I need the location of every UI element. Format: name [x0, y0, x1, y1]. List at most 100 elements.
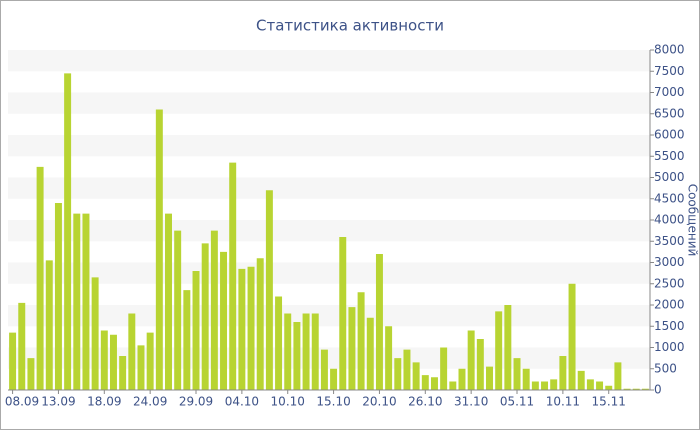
bar: [375, 254, 383, 390]
bar: [449, 381, 457, 390]
x-tick-label: 24.09: [133, 395, 167, 409]
y-tick-label: 1500: [654, 319, 685, 333]
grid-band: [8, 220, 650, 242]
bar: [275, 296, 283, 390]
bar: [220, 251, 228, 390]
bar: [128, 313, 136, 390]
bar: [146, 332, 154, 390]
bar: [385, 326, 393, 390]
grid-band: [8, 135, 650, 157]
bar: [100, 330, 108, 390]
bar: [531, 381, 539, 390]
bar: [330, 368, 338, 390]
bar: [366, 317, 374, 390]
x-tick-label: 15.10: [316, 395, 350, 409]
bar: [320, 349, 328, 390]
bar: [614, 362, 622, 390]
y-tick-label: 6000: [654, 128, 685, 142]
bar: [27, 358, 35, 390]
bar: [45, 260, 53, 390]
bar: [18, 302, 26, 390]
y-axis-title: Сообщений: [686, 184, 700, 257]
bar: [192, 271, 200, 390]
bar: [467, 330, 475, 390]
bar: [596, 381, 604, 390]
chart-title: Статистика активности: [256, 17, 444, 35]
bar: [577, 370, 585, 390]
bar: [302, 313, 310, 390]
y-tick-label: 7500: [654, 64, 685, 78]
y-tick-label: 4500: [654, 191, 685, 205]
bar: [403, 349, 411, 390]
bar: [64, 73, 72, 390]
bar: [256, 258, 264, 390]
bar: [476, 339, 484, 390]
bar: [265, 190, 273, 390]
bar: [412, 362, 420, 390]
bar: [430, 377, 438, 390]
bar: [201, 243, 209, 390]
bar: [9, 332, 17, 390]
x-tick-label: 10.10: [271, 395, 305, 409]
x-tick-label: 15.11: [592, 395, 626, 409]
bar: [421, 375, 429, 390]
bar: [183, 290, 191, 390]
bar: [165, 213, 172, 390]
x-tick-label: 04.10: [225, 395, 259, 409]
bar: [357, 292, 365, 390]
bar: [155, 109, 163, 390]
y-tick-label: 3500: [654, 234, 685, 248]
bar: [568, 283, 576, 390]
y-tick-label: 2000: [654, 298, 685, 312]
bar: [82, 213, 90, 390]
bar: [293, 322, 301, 390]
bar: [641, 388, 649, 390]
y-tick-label: 500: [654, 361, 677, 375]
x-tick-label: 08.09: [5, 395, 39, 409]
bar: [119, 356, 127, 390]
bar: [73, 213, 81, 390]
bar: [339, 237, 347, 390]
x-tick-label: 26.10: [408, 395, 442, 409]
bar: [229, 162, 237, 390]
bar: [440, 347, 448, 390]
bar: [348, 307, 356, 390]
y-tick-label: 8000: [654, 43, 685, 57]
bar: [486, 366, 493, 390]
bar: [109, 334, 117, 390]
bar: [210, 230, 218, 390]
x-tick-label: 20.10: [362, 395, 396, 409]
bar: [522, 368, 530, 390]
bar: [91, 277, 99, 390]
bar: [504, 305, 512, 390]
bar: [458, 368, 466, 390]
y-tick-label: 1000: [654, 340, 685, 354]
grid-band: [8, 92, 650, 114]
bar: [495, 311, 503, 390]
bar: [550, 379, 558, 390]
bar: [238, 268, 246, 390]
x-tick-label: 18.09: [87, 395, 121, 409]
grid-band: [8, 305, 650, 327]
bar: [586, 379, 594, 390]
grid-band: [8, 262, 650, 284]
y-tick-label: 2500: [654, 276, 685, 290]
y-tick-label: 5500: [654, 149, 685, 163]
bar: [284, 313, 292, 390]
y-tick-label: 3000: [654, 255, 685, 269]
x-tick-label: 10.11: [546, 395, 580, 409]
bar: [623, 388, 631, 390]
bar: [174, 230, 182, 390]
x-tick-label: 29.09: [179, 395, 213, 409]
bar: [513, 358, 521, 390]
bar: [247, 266, 255, 390]
bar: [559, 356, 567, 390]
bar: [605, 385, 613, 390]
y-tick-label: 4000: [654, 213, 685, 227]
bar: [36, 166, 44, 390]
x-tick-label: 05.11: [500, 395, 534, 409]
grid-band: [8, 50, 650, 72]
x-tick-label: 13.09: [41, 395, 75, 409]
bar: [632, 388, 640, 390]
